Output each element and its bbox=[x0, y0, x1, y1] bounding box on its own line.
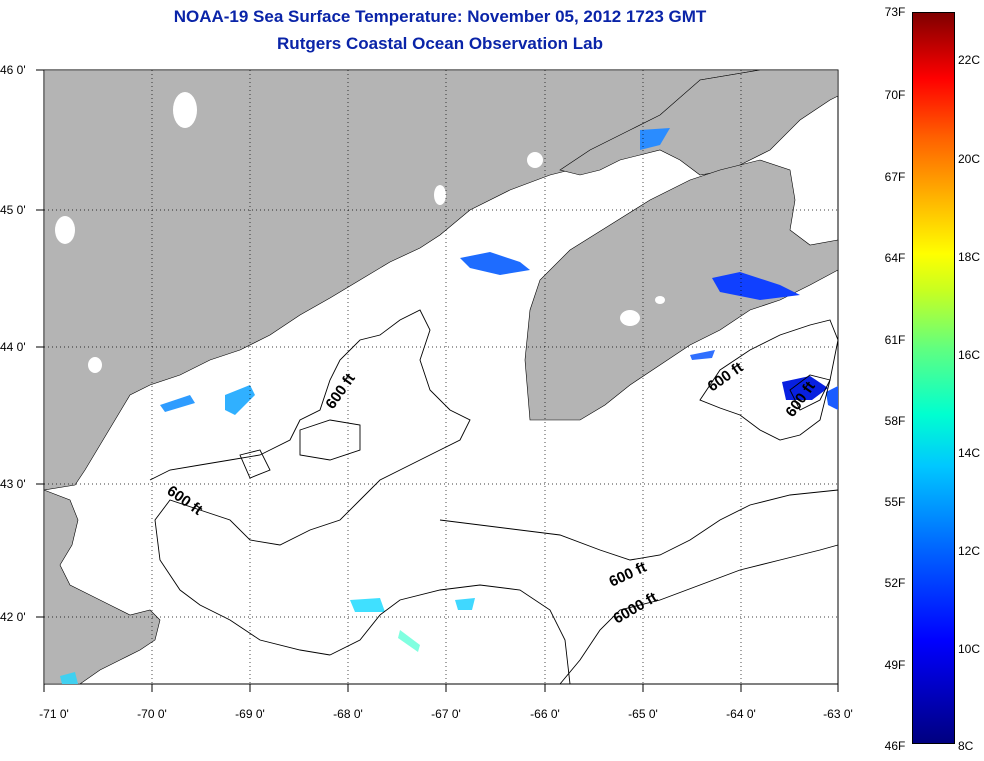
map-subtitle: Rutgers Coastal Ocean Observation Lab bbox=[277, 34, 603, 53]
contour-600ft-center bbox=[329, 584, 571, 685]
lat-label-43: 43 0' bbox=[0, 477, 26, 491]
cbar-c-label: 10C bbox=[958, 642, 981, 656]
contour-6000ft bbox=[559, 544, 839, 685]
lon-label-63: -63 0' bbox=[823, 707, 853, 721]
contour-600ft-west bbox=[149, 309, 471, 656]
cbar-c-label: 18C bbox=[958, 250, 981, 264]
land bbox=[43, 69, 839, 685]
cbar-c-label: 8C bbox=[958, 739, 974, 753]
cbar-f-label: 46F bbox=[884, 739, 906, 753]
cbar-f-label: 73F bbox=[884, 5, 906, 19]
lat-label-44: 44 0' bbox=[0, 340, 26, 354]
cbar-f-label: 70F bbox=[884, 88, 906, 102]
lon-label-65: -65 0' bbox=[628, 707, 658, 721]
map-title: NOAA-19 Sea Surface Temperature: Novembe… bbox=[173, 7, 707, 26]
lon-label-64: -64 0' bbox=[726, 707, 756, 721]
lon-label-71: -71 0' bbox=[39, 707, 69, 721]
cbar-c-label: 16C bbox=[958, 348, 981, 362]
temperature-colorbar bbox=[912, 12, 955, 744]
ticks bbox=[36, 69, 839, 692]
cbar-f-label: 61F bbox=[884, 333, 906, 347]
cbar-f-label: 52F bbox=[884, 576, 906, 590]
lon-label-67: -67 0' bbox=[431, 707, 461, 721]
land-nova-scotia bbox=[524, 159, 839, 421]
cbar-c-label: 14C bbox=[958, 446, 981, 460]
land-new-brunswick bbox=[559, 69, 839, 176]
sst-patches bbox=[60, 128, 838, 684]
lon-label-69: -69 0' bbox=[235, 707, 265, 721]
cbar-f-label: 49F bbox=[884, 658, 906, 672]
lon-label-70: -70 0' bbox=[137, 707, 167, 721]
cbar-c-label: 12C bbox=[958, 544, 981, 558]
lon-label-66: -66 0' bbox=[530, 707, 560, 721]
lon-label-68: -68 0' bbox=[333, 707, 363, 721]
contour-600ft-east bbox=[439, 489, 839, 561]
cbar-f-label: 58F bbox=[884, 414, 906, 428]
land-cape-cod bbox=[43, 489, 161, 685]
lat-label-42: 42 0' bbox=[0, 610, 26, 624]
cbar-f-label: 64F bbox=[884, 251, 906, 265]
grid bbox=[44, 70, 838, 684]
lakes bbox=[55, 92, 665, 373]
cbar-c-label: 20C bbox=[958, 152, 981, 166]
lat-label-45: 45 0' bbox=[0, 203, 26, 217]
lat-label-46: 46 0' bbox=[0, 63, 26, 77]
cbar-f-label: 55F bbox=[884, 495, 906, 509]
cbar-c-label: 22C bbox=[958, 53, 981, 67]
cbar-f-label: 67F bbox=[884, 170, 906, 184]
depth-contours bbox=[149, 309, 839, 685]
